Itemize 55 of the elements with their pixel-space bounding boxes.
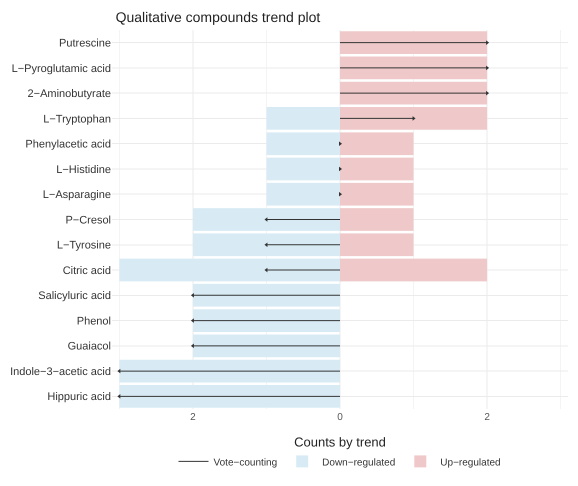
point [117,368,120,374]
bar [340,208,414,231]
x-axis-title: Counts by trend [294,434,386,450]
bar [340,82,488,105]
bar [192,334,340,358]
point [117,394,120,399]
bar [192,284,340,307]
bar [340,56,488,80]
legend-label: Vote−counting [214,457,278,468]
point [190,318,194,323]
y-tick-label: Hippuric acid [47,391,111,404]
point [486,40,490,45]
y-tick-label: Phenylacetic acid [25,138,111,151]
y-tick-label: Putrescine [59,37,111,50]
y-tick-label: Salicyluric acid [38,290,111,302]
point [264,217,268,222]
bar [340,132,414,156]
point [486,66,490,70]
bar [266,107,340,130]
bar [266,132,340,156]
legend-label: Down−regulated [322,457,396,468]
y-tick-label: 2−Aminobutyrate [28,88,111,100]
bar [340,258,488,282]
bar [340,107,488,130]
bar [192,233,340,256]
y-tick-label: P−Cresol [65,214,111,226]
bar [119,258,340,282]
x-tick-label: 0 [337,412,344,423]
chart-title: Qualitative compounds trend plot [116,8,320,25]
bar [266,182,340,206]
y-tick-label: Phenol [76,315,111,328]
y-tick-label: L−Asparagine [42,189,111,202]
point [412,116,416,121]
y-tick-label: L−Histidine [56,164,111,176]
point [264,268,268,272]
y-tick-label: L−Pyroglutamic acid [12,62,111,75]
bar [266,158,340,180]
bar [192,309,340,332]
bar [340,158,414,180]
bar [192,208,340,231]
y-tick-label: Guaiacol [68,340,111,353]
bar [119,385,340,408]
y-tick-label: Citric acid [62,264,111,277]
point [486,90,490,96]
y-tick-label: L−Tryptophan [43,113,111,126]
bar [119,360,340,382]
y-tick-label: L−Tyrosine [56,240,111,252]
legend-label: Up−regulated [440,457,501,468]
bar [340,31,488,54]
x-tick-label: 2 [484,412,490,423]
bar [340,233,414,256]
x-tick-label: 2 [190,412,196,423]
y-tick-label: Indole−3−acetic acid [10,366,111,378]
point [190,344,194,348]
bar [340,182,414,206]
